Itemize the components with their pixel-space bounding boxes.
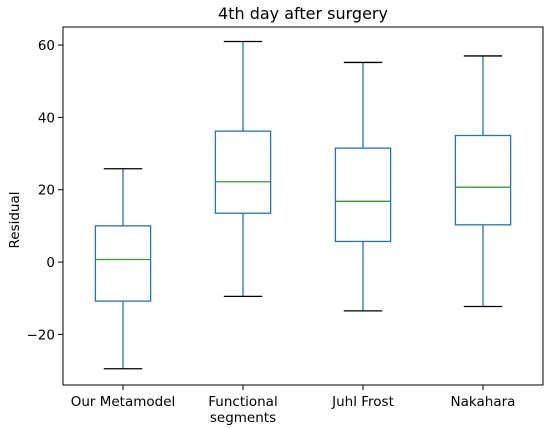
plot-frame bbox=[62, 26, 544, 386]
x-tick-label: Juhl Frost bbox=[331, 394, 394, 410]
y-axis-label: Residual bbox=[7, 191, 23, 248]
y-tick-label: 60 bbox=[38, 38, 55, 54]
iqr-box bbox=[454, 134, 512, 226]
y-tick-label: 20 bbox=[38, 183, 55, 199]
iqr-box bbox=[214, 130, 272, 214]
y-tick-label: 0 bbox=[46, 255, 55, 271]
y-tick-label: 40 bbox=[38, 110, 55, 126]
x-tick-label: segments bbox=[210, 410, 276, 426]
iqr-box bbox=[94, 225, 152, 302]
chart-title: 4th day after surgery bbox=[218, 4, 388, 23]
x-tick-label: Nakahara bbox=[451, 394, 516, 410]
y-tick-label: −20 bbox=[27, 327, 56, 343]
iqr-box bbox=[334, 147, 392, 243]
plot-area: −20 0 20 40 60 Our Metamodel Functionalsegment… bbox=[27, 38, 516, 426]
x-tick-label: Our Metamodel bbox=[71, 394, 176, 410]
x-tick-label: Functional bbox=[208, 394, 277, 410]
